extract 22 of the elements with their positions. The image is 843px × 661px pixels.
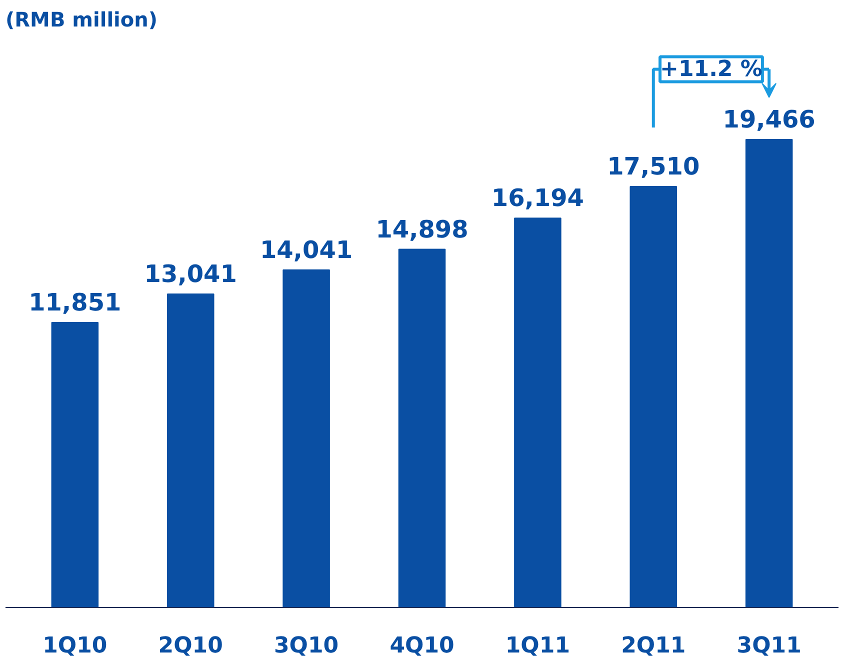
x-tick-label: 3Q11 — [736, 634, 802, 658]
x-tick-label: 4Q10 — [390, 634, 454, 658]
x-tick-label: 3Q10 — [274, 634, 339, 658]
bar — [745, 138, 793, 608]
bar — [166, 293, 214, 608]
x-tick-label: 1Q10 — [42, 634, 108, 658]
data-label: 14,041 — [260, 236, 353, 264]
x-tick-label: 1Q11 — [505, 634, 570, 658]
bar — [282, 269, 330, 608]
x-tick-label: 2Q11 — [621, 634, 686, 658]
data-label: 19,466 — [722, 105, 816, 134]
data-label: 16,194 — [491, 184, 584, 212]
x-tick-label: 2Q10 — [158, 634, 223, 658]
bar — [630, 186, 678, 608]
data-label: 13,041 — [144, 260, 237, 288]
bar — [514, 218, 562, 608]
data-label: 14,898 — [376, 215, 468, 244]
bar — [398, 248, 446, 608]
bar — [51, 322, 99, 608]
data-label: 17,510 — [607, 152, 700, 180]
chart-title: (RMB million) — [6, 8, 158, 32]
data-label: 11,851 — [28, 288, 122, 317]
